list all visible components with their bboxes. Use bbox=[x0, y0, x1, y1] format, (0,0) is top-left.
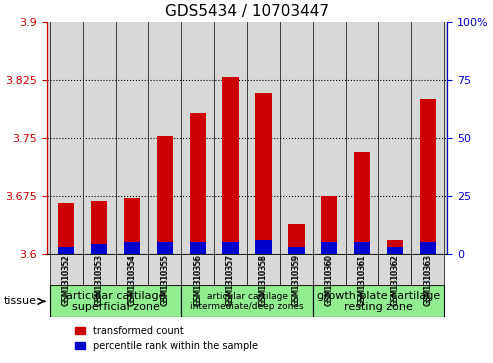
Text: GSM1310355: GSM1310355 bbox=[160, 255, 170, 306]
Text: articular cartilage
superficial zone: articular cartilage superficial zone bbox=[66, 290, 165, 312]
Text: growth plate cartilage
resting zone: growth plate cartilage resting zone bbox=[317, 290, 440, 312]
Text: articular cartilage
intermediate/deep zones: articular cartilage intermediate/deep zo… bbox=[190, 292, 304, 311]
Bar bbox=[58, 246, 74, 254]
Text: GSM1310359: GSM1310359 bbox=[292, 255, 301, 306]
Bar bbox=[58, 203, 74, 254]
Bar bbox=[83, 254, 115, 285]
Bar bbox=[91, 201, 107, 254]
Bar bbox=[354, 242, 370, 254]
Bar bbox=[91, 244, 107, 254]
Bar bbox=[313, 254, 346, 285]
Bar bbox=[181, 254, 214, 285]
Text: GSM1310362: GSM1310362 bbox=[390, 254, 399, 305]
Bar bbox=[288, 246, 305, 254]
Bar bbox=[115, 254, 148, 285]
Text: GSM1310363: GSM1310363 bbox=[423, 255, 432, 306]
Text: GSM1310361: GSM1310361 bbox=[357, 254, 366, 305]
Bar bbox=[124, 242, 140, 254]
Title: GDS5434 / 10703447: GDS5434 / 10703447 bbox=[165, 4, 329, 19]
Bar bbox=[181, 285, 313, 317]
Bar bbox=[354, 151, 370, 254]
Text: GSM1310359: GSM1310359 bbox=[292, 254, 301, 305]
Text: GSM1310360: GSM1310360 bbox=[325, 254, 334, 305]
Bar bbox=[288, 224, 305, 254]
Bar bbox=[148, 254, 181, 285]
Bar bbox=[379, 254, 411, 285]
Bar bbox=[346, 254, 379, 285]
Text: GSM1310363: GSM1310363 bbox=[423, 254, 432, 305]
Bar bbox=[157, 136, 173, 254]
Text: GSM1310357: GSM1310357 bbox=[226, 255, 235, 306]
Text: GSM1310360: GSM1310360 bbox=[325, 255, 334, 306]
Bar bbox=[189, 113, 206, 254]
Text: GSM1310356: GSM1310356 bbox=[193, 254, 202, 305]
Bar bbox=[255, 93, 272, 254]
Bar bbox=[189, 242, 206, 254]
Bar bbox=[411, 254, 444, 285]
Bar bbox=[50, 285, 181, 317]
Text: GSM1310352: GSM1310352 bbox=[62, 255, 71, 306]
Bar bbox=[255, 240, 272, 254]
Text: GSM1310356: GSM1310356 bbox=[193, 255, 202, 306]
Text: GSM1310354: GSM1310354 bbox=[128, 255, 137, 306]
Text: GSM1310362: GSM1310362 bbox=[390, 255, 399, 306]
Bar bbox=[280, 254, 313, 285]
Bar bbox=[157, 242, 173, 254]
Text: GSM1310353: GSM1310353 bbox=[95, 255, 104, 306]
Legend: transformed count, percentile rank within the sample: transformed count, percentile rank withi… bbox=[71, 322, 262, 355]
Text: GSM1310354: GSM1310354 bbox=[128, 254, 137, 305]
Bar bbox=[387, 240, 403, 254]
Bar bbox=[222, 77, 239, 254]
Bar bbox=[420, 99, 436, 254]
Text: GSM1310353: GSM1310353 bbox=[95, 254, 104, 305]
Bar bbox=[387, 246, 403, 254]
Bar bbox=[222, 242, 239, 254]
Text: GSM1310358: GSM1310358 bbox=[259, 254, 268, 305]
Text: tissue: tissue bbox=[4, 296, 36, 306]
Bar bbox=[50, 254, 83, 285]
Bar bbox=[214, 254, 247, 285]
Text: GSM1310357: GSM1310357 bbox=[226, 254, 235, 305]
Text: GSM1310355: GSM1310355 bbox=[160, 254, 170, 305]
Text: GSM1310358: GSM1310358 bbox=[259, 255, 268, 306]
Bar bbox=[321, 196, 337, 254]
Text: GSM1310352: GSM1310352 bbox=[62, 254, 71, 305]
Bar bbox=[420, 242, 436, 254]
Bar bbox=[321, 242, 337, 254]
Bar bbox=[313, 285, 444, 317]
Text: GSM1310361: GSM1310361 bbox=[357, 255, 366, 306]
Bar bbox=[124, 198, 140, 254]
Bar bbox=[247, 254, 280, 285]
